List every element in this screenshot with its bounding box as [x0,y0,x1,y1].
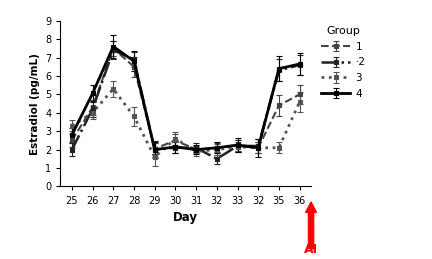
Y-axis label: Estradiol (pg/mL): Estradiol (pg/mL) [30,53,40,155]
X-axis label: Day: Day [173,211,198,224]
Text: AI: AI [304,243,318,256]
Legend: 1, ·2, 3, 4: 1, ·2, 3, 4 [321,26,365,99]
